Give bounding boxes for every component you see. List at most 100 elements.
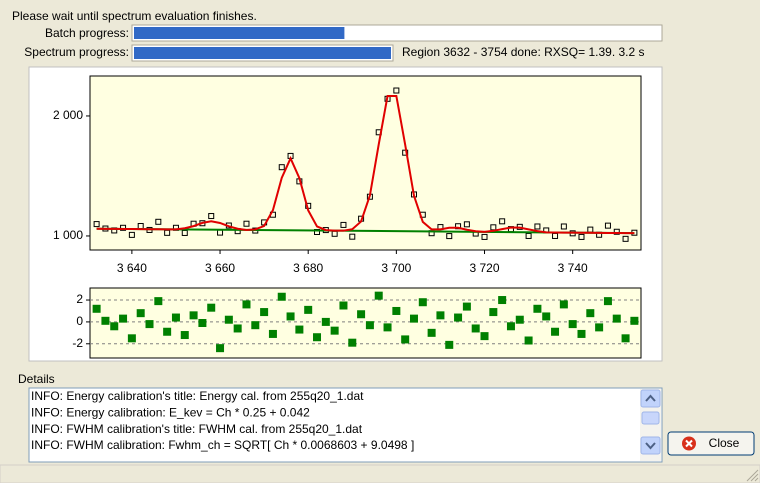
data-point <box>101 316 110 325</box>
x-tick-label: 3 720 <box>470 261 500 275</box>
details-line: INFO: FWHM calibration's title: FWHM cal… <box>31 422 363 436</box>
data-point <box>622 235 629 242</box>
data-point <box>489 308 498 317</box>
scroll-up[interactable] <box>640 389 661 408</box>
data-point <box>224 315 233 324</box>
data-point <box>119 314 128 323</box>
data-point <box>339 301 348 310</box>
close-icon-x <box>685 439 693 448</box>
data-point <box>286 312 295 321</box>
y-tick-label: -2 <box>72 336 83 350</box>
data-point <box>418 298 427 307</box>
data-point <box>277 292 286 301</box>
batch-label: Batch progress: <box>45 26 129 40</box>
data-point <box>383 323 392 332</box>
data-point <box>542 312 551 321</box>
data-point <box>313 333 322 342</box>
data-point <box>586 309 595 318</box>
scroll-up-arrow <box>645 394 656 402</box>
data-point <box>401 335 410 344</box>
fit-line <box>96 95 635 235</box>
data-point <box>189 311 198 320</box>
data-point <box>251 321 260 330</box>
data-point <box>136 309 145 318</box>
y-tick-label: 2 000 <box>53 108 83 122</box>
data-point <box>506 322 515 331</box>
data-point <box>551 327 560 336</box>
x-tick-label: 3 680 <box>293 261 323 275</box>
data-point <box>612 314 621 323</box>
data-point <box>515 315 524 324</box>
data-point <box>92 304 101 313</box>
data-point <box>524 336 533 345</box>
close-label: Close <box>709 436 740 450</box>
y-tick-label: 1 000 <box>53 228 83 242</box>
data-point <box>180 331 189 340</box>
data-point <box>374 291 383 300</box>
data-point <box>93 221 100 228</box>
data-point <box>348 338 357 347</box>
data-point <box>233 324 242 333</box>
data-point <box>621 334 630 343</box>
data-point <box>463 221 470 228</box>
data-point <box>481 233 488 240</box>
data-point <box>498 296 507 305</box>
data-point <box>365 321 374 330</box>
scroll-down-arrow <box>645 442 656 450</box>
data-point <box>613 228 620 235</box>
data-point <box>578 233 585 240</box>
data-point <box>321 317 330 326</box>
data-point <box>145 320 154 329</box>
data-point <box>304 305 313 314</box>
progress-fill <box>134 47 391 59</box>
data-point <box>127 334 136 343</box>
x-tick-label: 3 700 <box>381 261 411 275</box>
spectrum-plot <box>89 75 642 251</box>
data-point <box>436 311 445 320</box>
status-text: Please wait until spectrum evaluation fi… <box>12 9 257 23</box>
data-point <box>630 316 639 325</box>
x-tick-label: 3 640 <box>117 261 147 275</box>
data-point <box>216 344 225 353</box>
size-grip <box>746 469 759 482</box>
y-tick-label: 0 <box>76 314 83 328</box>
y-tick-label: 2 <box>76 292 83 306</box>
data-point <box>595 323 604 332</box>
data-point <box>445 340 454 349</box>
spectrum-label: Spectrum progress: <box>24 45 129 59</box>
data-point <box>577 329 586 338</box>
x-tick-label: 3 660 <box>205 261 235 275</box>
scroll-thumb[interactable] <box>641 411 660 425</box>
details-line: INFO: FWHM calibration: Fwhm_ch = SQRT[ … <box>31 438 414 452</box>
data-point <box>295 325 304 334</box>
data-point <box>120 224 127 231</box>
data-point <box>446 233 453 240</box>
data-point <box>208 213 215 220</box>
data-point <box>427 328 436 337</box>
data-point <box>171 313 180 322</box>
data-point <box>525 232 532 239</box>
details-list <box>28 387 663 463</box>
details-line: INFO: Energy calibration: E_kev = Ch * 0… <box>31 405 310 419</box>
data-point <box>409 314 418 323</box>
scroll-down[interactable] <box>640 436 661 455</box>
data-point <box>604 222 611 229</box>
data-point <box>340 221 347 228</box>
data-point <box>128 231 135 238</box>
data-point <box>471 324 480 333</box>
data-point <box>533 304 542 313</box>
data-point <box>154 297 163 306</box>
data-point <box>357 310 366 319</box>
data-point <box>155 218 162 225</box>
data-point <box>314 229 321 235</box>
data-point <box>163 327 172 336</box>
status-bar <box>0 464 760 483</box>
data-point <box>260 308 269 317</box>
data-point <box>110 322 119 331</box>
data-point <box>480 332 489 341</box>
details-line: INFO: Energy calibration's title: Energy… <box>31 389 364 403</box>
data-point <box>207 303 216 312</box>
data-point <box>559 300 568 309</box>
